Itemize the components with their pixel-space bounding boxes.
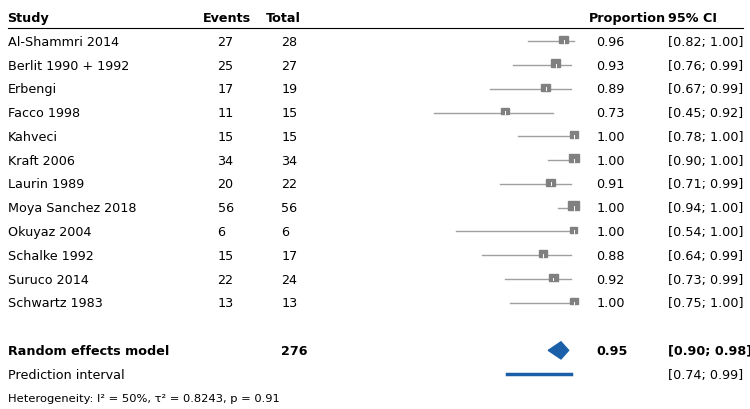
Text: 1.00: 1.00 bbox=[596, 297, 625, 310]
Text: Kraft 2006: Kraft 2006 bbox=[8, 154, 74, 167]
Text: 17: 17 bbox=[217, 83, 234, 96]
Text: [0.67; 0.99]: [0.67; 0.99] bbox=[668, 83, 742, 96]
Text: 56: 56 bbox=[281, 202, 297, 215]
Text: 95% CI: 95% CI bbox=[668, 12, 716, 25]
Text: [0.64; 0.99]: [0.64; 0.99] bbox=[668, 249, 742, 262]
Text: [0.94; 1.00]: [0.94; 1.00] bbox=[668, 202, 742, 215]
Text: 25: 25 bbox=[217, 59, 234, 72]
Text: 28: 28 bbox=[281, 36, 297, 49]
Text: 19: 19 bbox=[281, 83, 297, 96]
Text: 0.89: 0.89 bbox=[596, 83, 625, 96]
Text: [0.76; 0.99]: [0.76; 0.99] bbox=[668, 59, 742, 72]
Text: 276: 276 bbox=[281, 344, 308, 357]
Text: 0.91: 0.91 bbox=[596, 178, 625, 191]
Text: Kahveci: Kahveci bbox=[8, 130, 58, 144]
Text: Events: Events bbox=[202, 12, 250, 25]
Text: 6: 6 bbox=[281, 225, 290, 238]
Bar bbox=[547, 179, 555, 186]
Text: 15: 15 bbox=[281, 130, 298, 144]
Text: Facco 1998: Facco 1998 bbox=[8, 107, 80, 120]
Text: [0.54; 1.00]: [0.54; 1.00] bbox=[668, 225, 742, 238]
Text: Heterogeneity: I² = 50%, τ² = 0.8243, p = 0.91: Heterogeneity: I² = 50%, τ² = 0.8243, p … bbox=[8, 393, 279, 403]
Text: 56: 56 bbox=[217, 202, 234, 215]
Text: 1.00: 1.00 bbox=[596, 130, 625, 144]
Text: 13: 13 bbox=[217, 297, 234, 310]
Text: 0.92: 0.92 bbox=[596, 273, 625, 286]
Text: [0.82; 1.00]: [0.82; 1.00] bbox=[668, 36, 742, 49]
Text: 1.00: 1.00 bbox=[596, 154, 625, 167]
Text: [0.78; 1.00]: [0.78; 1.00] bbox=[668, 130, 743, 144]
Text: [0.71; 0.99]: [0.71; 0.99] bbox=[668, 178, 742, 191]
Text: Laurin 1989: Laurin 1989 bbox=[8, 178, 84, 191]
Text: [0.75; 1.00]: [0.75; 1.00] bbox=[668, 297, 743, 310]
Text: Suruco 2014: Suruco 2014 bbox=[8, 273, 88, 286]
Text: 1.00: 1.00 bbox=[596, 225, 625, 238]
Bar bbox=[549, 274, 558, 281]
Text: Moya Sanchez 2018: Moya Sanchez 2018 bbox=[8, 202, 136, 215]
Text: 22: 22 bbox=[217, 273, 233, 286]
Text: Erbengi: Erbengi bbox=[8, 83, 57, 96]
Bar bbox=[539, 251, 548, 257]
Text: 13: 13 bbox=[281, 297, 298, 310]
Bar bbox=[542, 84, 550, 91]
Text: 34: 34 bbox=[217, 154, 234, 167]
Text: 15: 15 bbox=[281, 107, 298, 120]
Text: Okuyaz 2004: Okuyaz 2004 bbox=[8, 225, 91, 238]
Bar bbox=[559, 36, 568, 44]
Text: 24: 24 bbox=[281, 273, 297, 286]
Text: 1.00: 1.00 bbox=[596, 202, 625, 215]
Text: 22: 22 bbox=[281, 178, 297, 191]
Text: 6: 6 bbox=[217, 225, 226, 238]
Text: Proportion: Proportion bbox=[589, 12, 666, 25]
Text: Schalke 1992: Schalke 1992 bbox=[8, 249, 93, 262]
Text: 27: 27 bbox=[281, 59, 297, 72]
Text: [0.74; 0.99]: [0.74; 0.99] bbox=[668, 368, 742, 381]
Bar bbox=[551, 60, 560, 68]
Bar bbox=[501, 108, 509, 115]
Text: Prediction interval: Prediction interval bbox=[8, 368, 124, 381]
Text: Schwartz 1983: Schwartz 1983 bbox=[8, 297, 102, 310]
Text: Study: Study bbox=[8, 12, 50, 25]
Text: [0.90; 0.98]: [0.90; 0.98] bbox=[668, 344, 750, 357]
Text: Total: Total bbox=[266, 12, 302, 25]
Text: 20: 20 bbox=[217, 178, 234, 191]
Text: 15: 15 bbox=[217, 249, 234, 262]
Bar bbox=[570, 132, 578, 139]
Text: 0.95: 0.95 bbox=[596, 344, 628, 357]
Text: 0.93: 0.93 bbox=[596, 59, 625, 72]
Text: 0.73: 0.73 bbox=[596, 107, 625, 120]
Text: Random effects model: Random effects model bbox=[8, 344, 169, 357]
Text: [0.90; 1.00]: [0.90; 1.00] bbox=[668, 154, 742, 167]
Text: 17: 17 bbox=[281, 249, 298, 262]
Bar bbox=[570, 298, 578, 305]
Text: Al-Shammri 2014: Al-Shammri 2014 bbox=[8, 36, 118, 49]
Text: [0.45; 0.92]: [0.45; 0.92] bbox=[668, 107, 742, 120]
Text: Berlit 1990 + 1992: Berlit 1990 + 1992 bbox=[8, 59, 129, 72]
Text: [0.73; 0.99]: [0.73; 0.99] bbox=[668, 273, 742, 286]
Bar bbox=[568, 155, 579, 163]
Text: 15: 15 bbox=[217, 130, 234, 144]
Bar bbox=[571, 228, 577, 233]
Text: 0.88: 0.88 bbox=[596, 249, 625, 262]
Text: 0.96: 0.96 bbox=[596, 36, 625, 49]
Polygon shape bbox=[548, 342, 568, 359]
Text: 11: 11 bbox=[217, 107, 234, 120]
Bar bbox=[568, 201, 579, 211]
Text: 27: 27 bbox=[217, 36, 234, 49]
Text: 34: 34 bbox=[281, 154, 297, 167]
